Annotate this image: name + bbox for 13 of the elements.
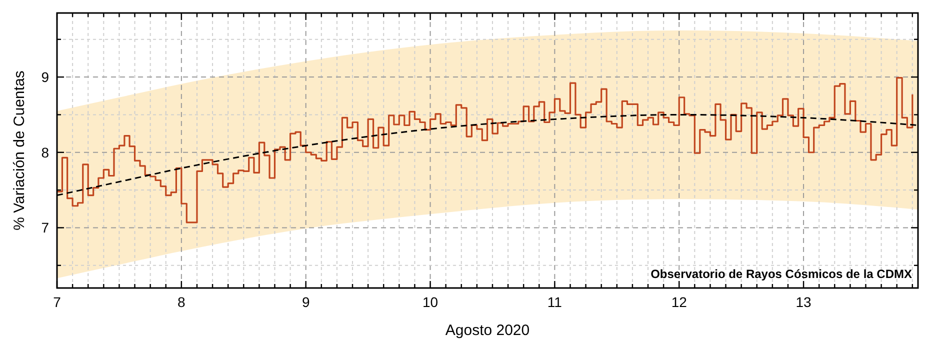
x-tick-label: 11 [547,294,562,310]
x-tick-label: 13 [796,294,812,310]
x-tick-label: 9 [302,294,310,310]
y-axis-title: % Variación de Cuentas [11,70,28,230]
y-tick-label: 7 [41,220,50,236]
y-tick-label: 9 [41,68,50,85]
x-tick-label: 8 [178,294,186,310]
x-tick-label: 10 [422,294,438,310]
x-tick-label: 7 [53,294,62,310]
x-tick-label: 12 [671,294,688,310]
y-tick-label: 8 [41,144,50,160]
x-axis-title: Agosto 2020 [445,322,530,339]
annotation: Observatorio de Rayos Cósmicos de la CDMX [650,267,912,281]
